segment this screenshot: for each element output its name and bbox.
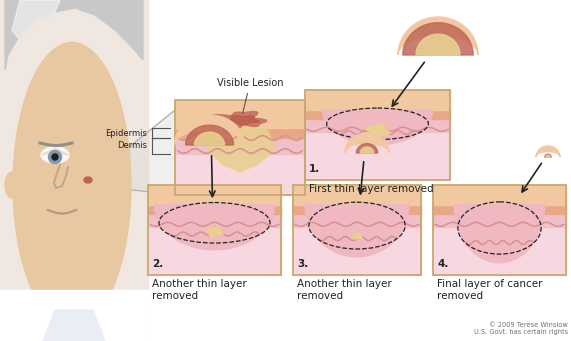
Polygon shape xyxy=(323,110,432,145)
Ellipse shape xyxy=(41,147,69,163)
Text: First thin layer removed: First thin layer removed xyxy=(309,184,433,194)
Bar xyxy=(293,227,421,275)
Bar xyxy=(293,185,421,275)
Text: 2.: 2. xyxy=(152,259,163,269)
Polygon shape xyxy=(403,23,473,55)
Bar xyxy=(433,185,566,275)
Polygon shape xyxy=(43,310,105,341)
Bar xyxy=(305,90,450,180)
Ellipse shape xyxy=(13,43,131,327)
Polygon shape xyxy=(0,290,148,341)
Bar xyxy=(305,110,450,119)
Polygon shape xyxy=(356,144,377,153)
Polygon shape xyxy=(212,112,267,130)
Bar xyxy=(148,185,281,205)
Polygon shape xyxy=(352,233,362,239)
Polygon shape xyxy=(12,0,60,38)
Polygon shape xyxy=(186,125,234,145)
Polygon shape xyxy=(345,133,389,153)
Text: Visible Lesion: Visible Lesion xyxy=(217,78,283,113)
Polygon shape xyxy=(545,154,551,157)
Text: Another thin layer
removed: Another thin layer removed xyxy=(297,279,392,301)
Text: 4.: 4. xyxy=(437,259,448,269)
Bar xyxy=(305,90,450,110)
Bar xyxy=(175,128,305,138)
Bar xyxy=(175,138,305,154)
Polygon shape xyxy=(416,34,460,55)
Bar xyxy=(433,185,566,205)
Polygon shape xyxy=(365,123,390,138)
Bar xyxy=(0,0,148,341)
Text: 1.: 1. xyxy=(309,164,320,174)
Bar xyxy=(175,154,305,195)
Polygon shape xyxy=(455,205,545,263)
Polygon shape xyxy=(5,0,143,70)
Bar xyxy=(433,205,566,214)
Bar xyxy=(175,100,305,128)
Polygon shape xyxy=(360,147,373,153)
Ellipse shape xyxy=(84,177,92,183)
Polygon shape xyxy=(546,155,550,157)
Bar xyxy=(148,227,281,275)
Polygon shape xyxy=(305,205,409,257)
Bar xyxy=(305,132,450,180)
Polygon shape xyxy=(155,205,275,250)
Bar xyxy=(433,227,566,275)
Polygon shape xyxy=(175,115,244,145)
Text: Dermis: Dermis xyxy=(117,142,147,150)
Bar xyxy=(305,119,450,132)
Text: 3.: 3. xyxy=(297,259,308,269)
Polygon shape xyxy=(91,110,175,195)
Bar xyxy=(293,205,421,214)
Bar xyxy=(148,214,281,227)
Bar xyxy=(175,100,305,195)
Text: Another thin layer
removed: Another thin layer removed xyxy=(152,279,247,301)
Ellipse shape xyxy=(52,154,58,160)
Polygon shape xyxy=(41,148,69,155)
Bar xyxy=(293,214,421,227)
Polygon shape xyxy=(195,132,224,145)
Polygon shape xyxy=(398,17,478,55)
Text: © 2009 Terese Winslow
U.S. Govt. has certain rights: © 2009 Terese Winslow U.S. Govt. has cer… xyxy=(474,322,568,335)
Text: Epidermis: Epidermis xyxy=(105,129,147,137)
Polygon shape xyxy=(208,126,275,172)
Text: Final layer of cancer
removed: Final layer of cancer removed xyxy=(437,279,542,301)
Bar xyxy=(20,310,128,341)
Polygon shape xyxy=(227,116,259,125)
Ellipse shape xyxy=(49,150,62,163)
Ellipse shape xyxy=(5,172,19,198)
Bar xyxy=(148,185,281,275)
Bar xyxy=(148,205,281,214)
Polygon shape xyxy=(536,146,560,157)
Bar xyxy=(293,185,421,205)
Bar xyxy=(433,214,566,227)
Polygon shape xyxy=(206,227,223,237)
